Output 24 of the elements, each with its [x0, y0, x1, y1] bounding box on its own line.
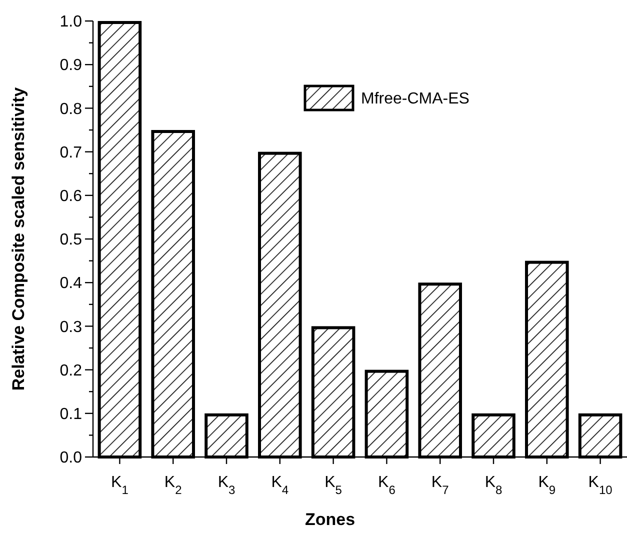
x-tick-label: K$_{2}$: [164, 474, 182, 497]
y-tick-label: 0.8: [60, 100, 82, 118]
y-tick-label: 0.7: [60, 144, 82, 162]
y-tick-label: 0.5: [60, 232, 82, 249]
x-tick-label: K$_{7}$: [431, 474, 450, 497]
x-tick-label: K$_{9}$: [538, 474, 556, 497]
x-tick-label: K$_{1}$: [111, 474, 129, 497]
y-tick-label: 1.0: [60, 14, 82, 31]
y-tick-label: 0.2: [60, 362, 82, 380]
legend-label: Mfree-CMA-ES: [361, 90, 470, 108]
x-tick-label: K$_{5}$: [324, 474, 342, 497]
y-tick-label: 0.9: [60, 57, 82, 74]
x-tick-label: K$_{8}$: [484, 474, 502, 497]
y-tick-label: 0.6: [60, 188, 82, 205]
y-tick-label: 0.3: [60, 318, 82, 336]
x-tick-label: K$_{6}$: [378, 474, 396, 497]
x-tick-label: K$_{3}$: [218, 474, 236, 497]
x-tick-label: K$_{10}$: [588, 474, 613, 497]
y-tick-label: 0.0: [60, 450, 82, 467]
x-axis-title: Zones: [304, 510, 356, 529]
y-axis-title: Relative Composite scaled sensitivity: [9, 86, 28, 391]
y-tick-label: 0.1: [60, 406, 82, 423]
y-tick-label: 0.4: [60, 275, 82, 292]
x-tick-label: K$_{4}$: [271, 474, 289, 497]
